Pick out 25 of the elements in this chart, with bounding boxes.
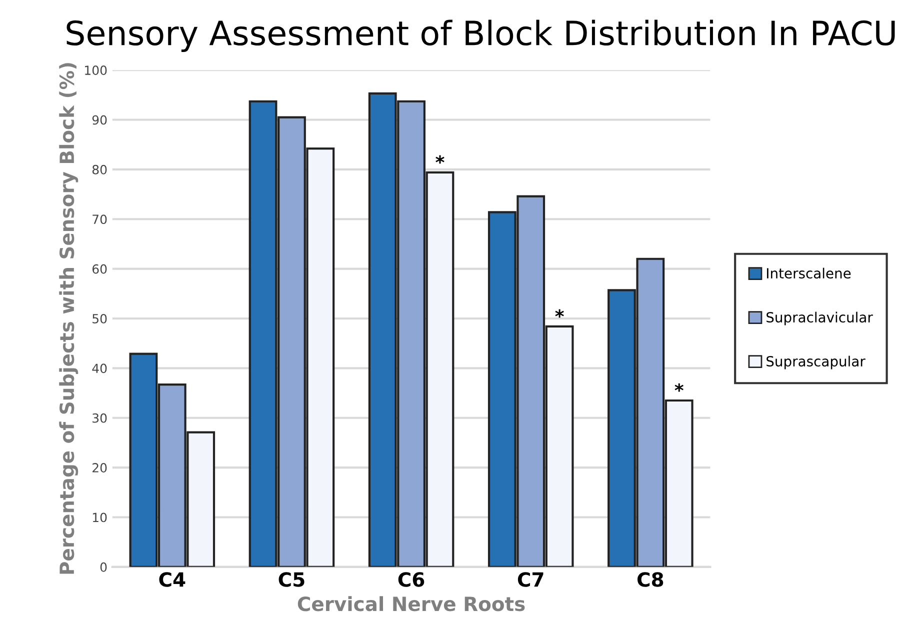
x-tick-label: C5 — [278, 572, 304, 587]
y-tick-label: 50 — [92, 314, 107, 324]
y-tick-label: 80 — [92, 164, 107, 174]
annotation: * — [436, 155, 444, 164]
y-tick-label: 40 — [92, 364, 107, 374]
annotation: * — [674, 383, 684, 392]
y-tick-label: 90 — [92, 115, 107, 125]
annotation: * — [555, 309, 564, 318]
y-tick-label: 70 — [92, 214, 107, 224]
legend-label: Suprascapular — [766, 356, 866, 370]
y-tick-label: 60 — [92, 264, 107, 274]
legend-label: Interscalene — [767, 268, 851, 279]
y-tick-label: 10 — [92, 512, 107, 522]
x-tick-label: C6 — [398, 572, 424, 587]
y-tick-label: 30 — [92, 413, 107, 423]
x-tick-label: C8 — [637, 572, 664, 587]
x-axis-title: Cervical Nerve Roots — [298, 596, 525, 612]
y-axis-title: Percentage of Subjects with Sensory Block (%) — [59, 63, 78, 574]
x-tick-label: C7 — [518, 572, 544, 587]
y-tick-label: 0 — [100, 562, 107, 572]
legend-label: Supraclavicular — [766, 312, 873, 326]
x-tick-label: C4 — [159, 572, 186, 587]
chart-title: Sensory Assessment of Block Distribution In PACU — [66, 20, 895, 52]
y-tick-label: 20 — [92, 463, 107, 472]
y-tick-label: 100 — [85, 66, 107, 75]
